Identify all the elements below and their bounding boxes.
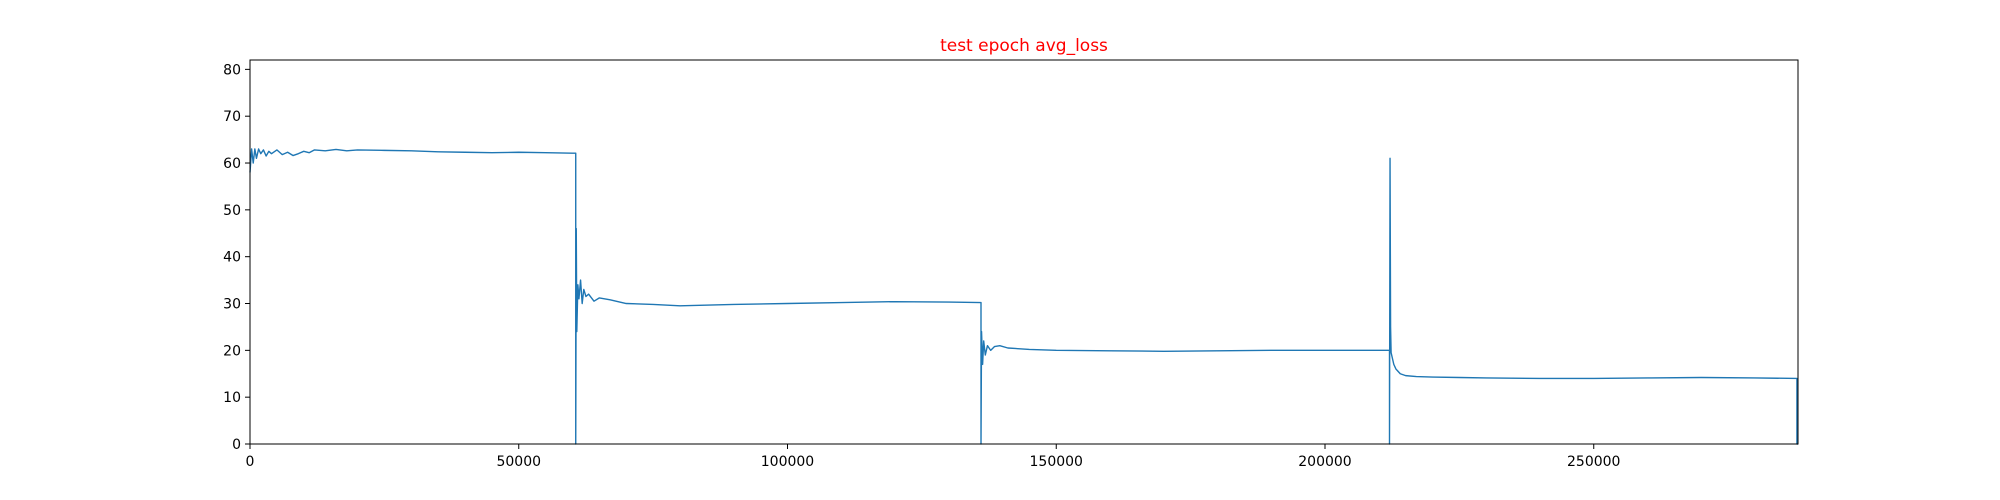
y-tick-label: 20	[223, 343, 241, 359]
chart-title: test epoch avg_loss	[940, 36, 1108, 56]
x-tick-label: 250000	[1567, 454, 1620, 470]
y-tick-label: 50	[223, 203, 241, 219]
x-tick-label: 50000	[496, 454, 541, 470]
x-tick-label: 150000	[1030, 454, 1083, 470]
plot-frame	[249, 59, 1799, 445]
axes: 0 50000 100000 150000 200000 250000 0 10 20 30 40 5…	[223, 62, 1620, 470]
y-tick-label: 40	[223, 250, 241, 266]
y-tick-label: 0	[232, 437, 241, 453]
x-tick-label: 200000	[1298, 454, 1351, 470]
loss-series-line	[249, 148, 1798, 445]
y-tick-label: 60	[223, 156, 241, 172]
y-tick-label: 70	[223, 109, 241, 125]
y-tick-label: 10	[223, 390, 241, 406]
x-tick-label: 100000	[761, 454, 814, 470]
y-tick-label: 30	[223, 297, 241, 313]
series-layer	[249, 148, 1798, 445]
y-tick-label: 80	[223, 62, 241, 78]
x-tick-label: 0	[246, 454, 255, 470]
